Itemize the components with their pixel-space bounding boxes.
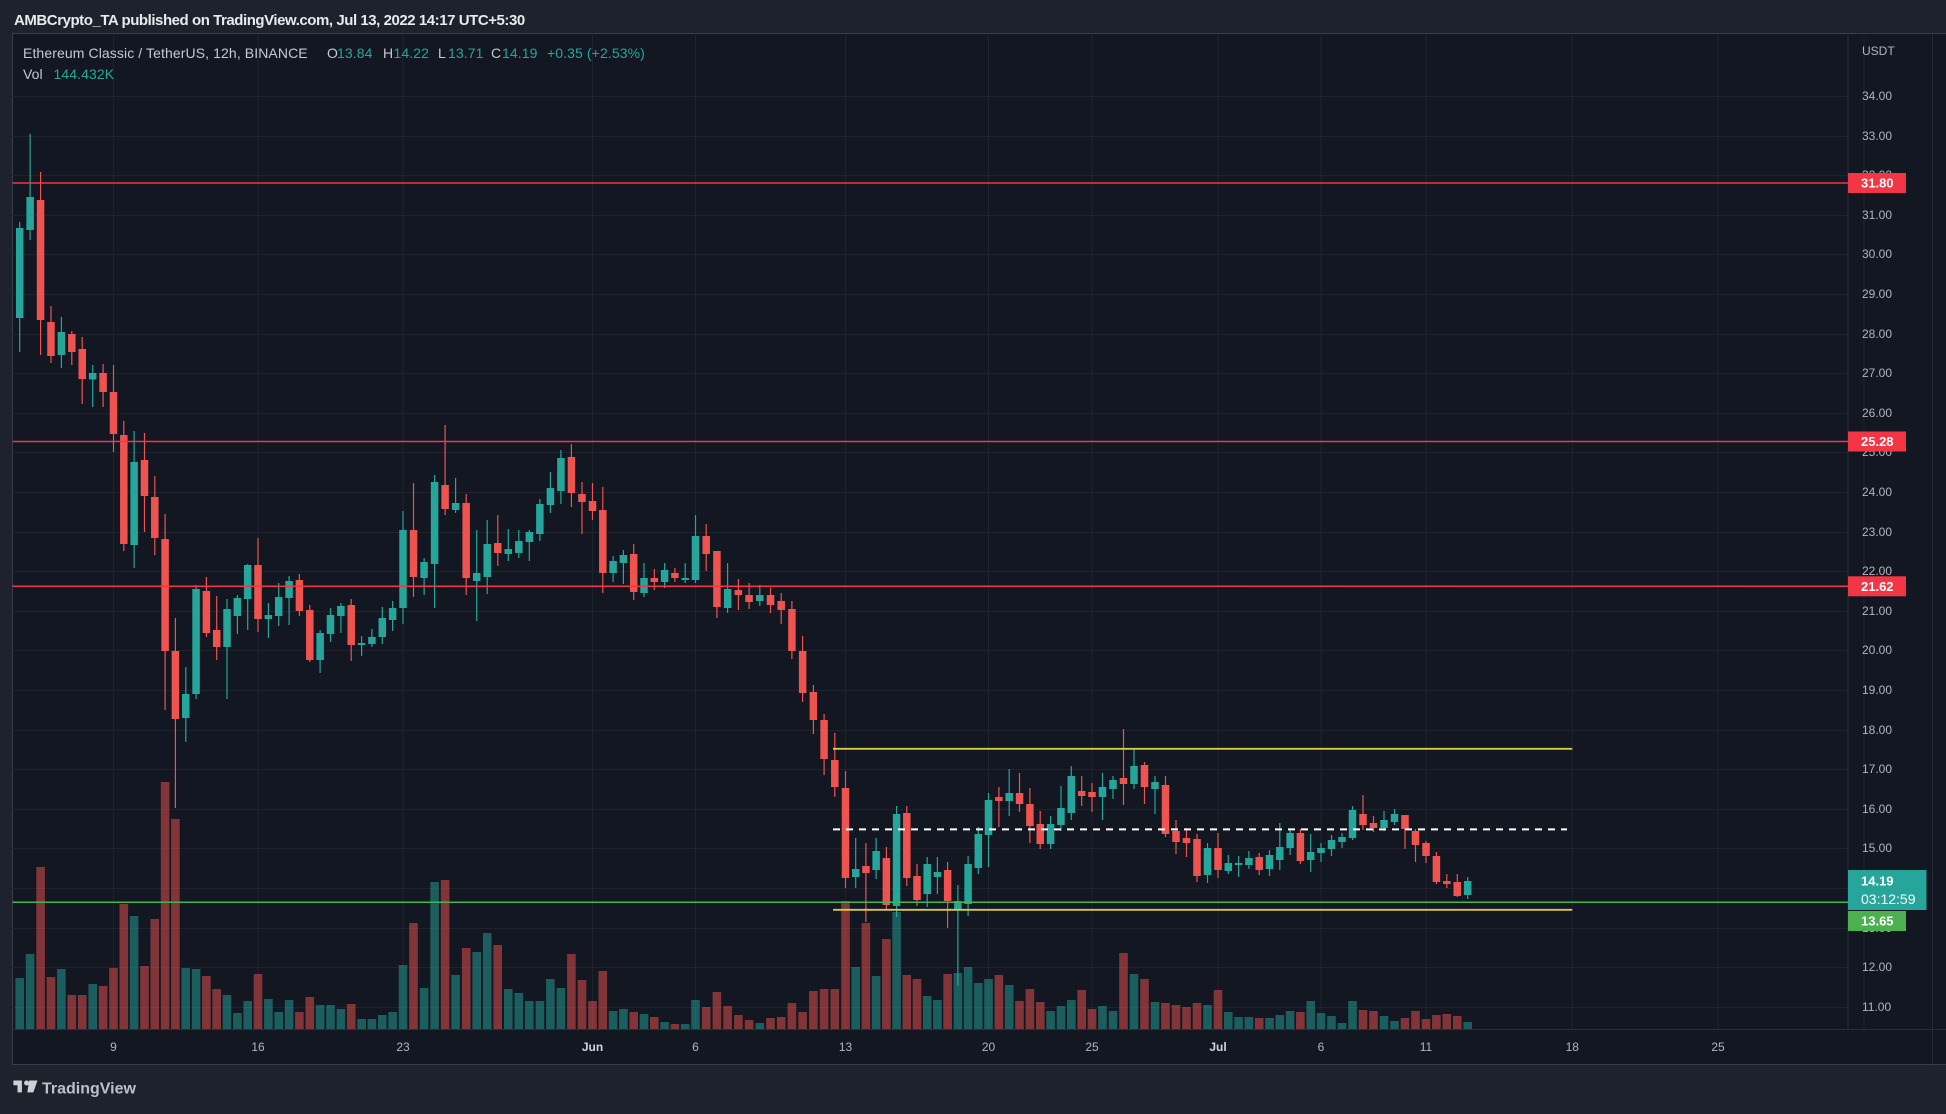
- svg-text:12.00: 12.00: [1862, 960, 1892, 974]
- svg-text:L: L: [438, 45, 446, 61]
- svg-text:H: H: [383, 45, 393, 61]
- svg-text:03:12:59: 03:12:59: [1861, 891, 1916, 907]
- svg-text:20.00: 20.00: [1862, 643, 1892, 657]
- svg-text:14.19: 14.19: [502, 45, 538, 61]
- svg-text:6: 6: [692, 1040, 699, 1054]
- svg-text:Jun: Jun: [582, 1040, 603, 1054]
- svg-text:21.00: 21.00: [1862, 604, 1892, 618]
- svg-text:13.84: 13.84: [337, 45, 373, 61]
- svg-text:31.00: 31.00: [1862, 208, 1892, 222]
- svg-text:16.00: 16.00: [1862, 802, 1892, 816]
- svg-text:13.71: 13.71: [448, 45, 484, 61]
- svg-text:Vol: Vol: [23, 66, 43, 82]
- svg-text:13: 13: [839, 1040, 853, 1054]
- svg-text:29.00: 29.00: [1862, 287, 1892, 301]
- svg-text:14.19: 14.19: [1861, 874, 1894, 889]
- svg-text:11: 11: [1420, 1040, 1433, 1054]
- svg-text:11.00: 11.00: [1862, 1000, 1891, 1014]
- svg-text:Jul: Jul: [1209, 1040, 1226, 1054]
- svg-text:23.00: 23.00: [1862, 525, 1892, 539]
- svg-text:30.00: 30.00: [1862, 247, 1892, 261]
- svg-text:24.00: 24.00: [1862, 485, 1892, 499]
- svg-text:20: 20: [982, 1040, 996, 1054]
- svg-text:+0.35 (+2.53%): +0.35 (+2.53%): [547, 45, 645, 61]
- svg-text:9: 9: [110, 1040, 117, 1054]
- svg-text:25: 25: [1711, 1040, 1725, 1054]
- svg-text:25.28: 25.28: [1861, 434, 1894, 449]
- svg-text:21.62: 21.62: [1861, 579, 1894, 594]
- svg-text:34.00: 34.00: [1862, 89, 1892, 103]
- svg-text:C: C: [491, 45, 501, 61]
- svg-text:19.00: 19.00: [1862, 683, 1892, 697]
- svg-text:17.00: 17.00: [1862, 762, 1892, 776]
- svg-text:144.432K: 144.432K: [54, 66, 115, 82]
- svg-text:AMBCrypto_TA published on Trad: AMBCrypto_TA published on TradingView.co…: [14, 12, 525, 29]
- svg-text:14.22: 14.22: [394, 45, 430, 61]
- svg-text:16: 16: [251, 1040, 265, 1054]
- svg-text:15.00: 15.00: [1862, 841, 1892, 855]
- svg-text:33.00: 33.00: [1862, 129, 1892, 143]
- svg-text:26.00: 26.00: [1862, 406, 1892, 420]
- svg-text:31.80: 31.80: [1861, 176, 1894, 191]
- svg-text:28.00: 28.00: [1862, 327, 1892, 341]
- svg-text:6: 6: [1318, 1040, 1325, 1054]
- svg-text:Ethereum Classic / TetherUS, 1: Ethereum Classic / TetherUS, 12h, BINANC…: [23, 45, 308, 61]
- svg-text:18: 18: [1566, 1040, 1580, 1054]
- svg-text:23: 23: [396, 1040, 410, 1054]
- svg-text:13.65: 13.65: [1861, 914, 1894, 929]
- svg-text:27.00: 27.00: [1862, 366, 1892, 380]
- svg-text:USDT: USDT: [1862, 44, 1895, 58]
- svg-text:22.00: 22.00: [1862, 564, 1892, 578]
- svg-text:18.00: 18.00: [1862, 723, 1892, 737]
- svg-text:25: 25: [1085, 1040, 1099, 1054]
- svg-text:TradingView: TradingView: [42, 1081, 137, 1098]
